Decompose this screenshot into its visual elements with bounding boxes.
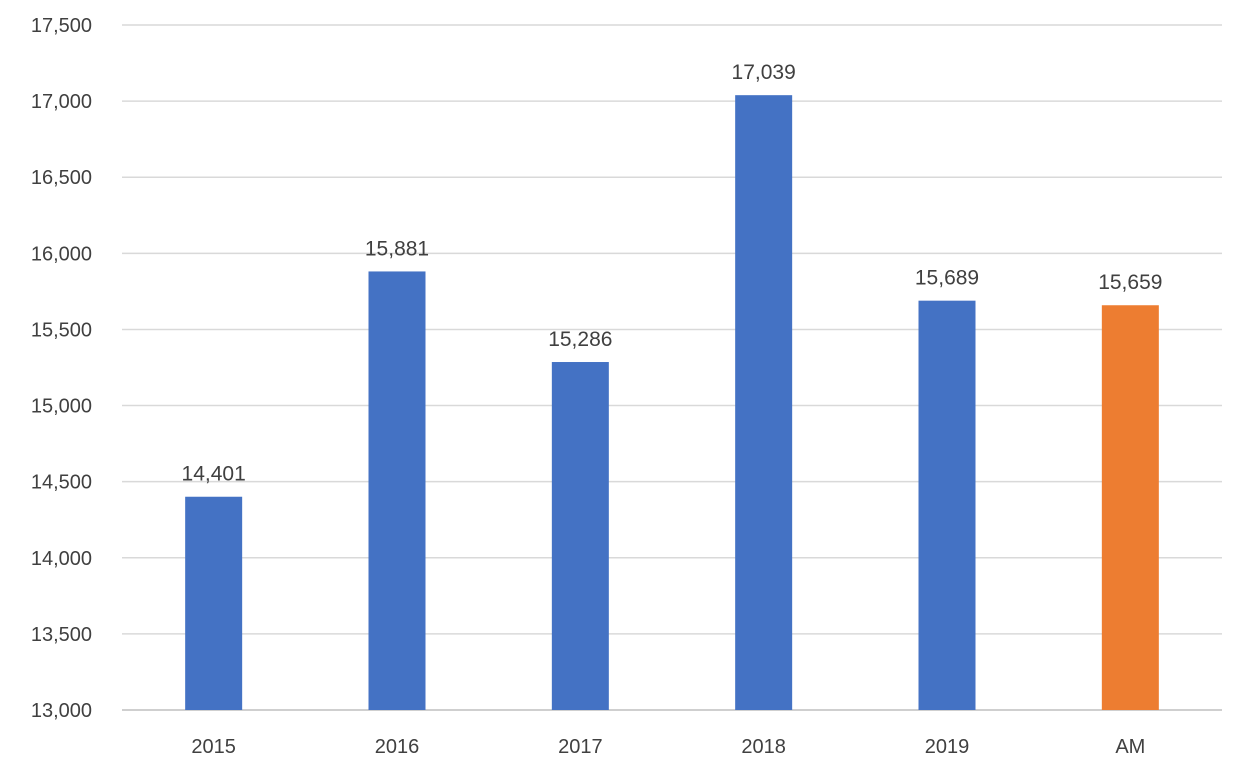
y-tick-label: 14,000: [31, 548, 92, 570]
x-tick-label-am: AM: [1115, 736, 1145, 758]
x-tick-label-2017: 2017: [558, 736, 603, 758]
gridlines: [122, 24, 1222, 711]
bar-2019: [918, 300, 976, 710]
y-tick-label: 16,000: [31, 243, 92, 265]
bar-2018: [735, 95, 793, 711]
bar-2016: [368, 271, 426, 710]
x-tick-label-2018: 2018: [741, 736, 786, 758]
y-tick-label: 14,500: [31, 472, 92, 494]
y-tick-label: 15,500: [31, 319, 92, 341]
data-labels: 14,401 15,881 15,286 17,039 15,689 15,659: [182, 61, 1163, 486]
data-label-2017: 15,286: [548, 328, 612, 351]
y-axis-tick-labels: 13,000 13,500 14,000 14,500 15,000 15,500 16,0…: [31, 15, 92, 722]
data-label-2019: 15,689: [915, 267, 979, 290]
data-label-am: 15,659: [1098, 271, 1162, 294]
data-label-2018: 17,039: [732, 61, 796, 84]
x-tick-label-2016: 2016: [375, 736, 420, 758]
bar-am: [1101, 305, 1159, 710]
y-tick-label: 15,000: [31, 396, 92, 418]
y-tick-label: 13,000: [31, 700, 92, 722]
y-tick-label: 16,500: [31, 167, 92, 189]
bar-2017: [551, 362, 609, 710]
x-axis-tick-labels: 2015 2016 2017 2018 2019 AM: [191, 736, 1145, 758]
y-tick-label: 17,500: [31, 15, 92, 37]
bar-2015: [185, 496, 243, 710]
y-tick-label: 17,000: [31, 91, 92, 113]
x-tick-label-2015: 2015: [191, 736, 236, 758]
data-label-2016: 15,881: [365, 237, 429, 260]
data-label-2015: 14,401: [182, 463, 246, 486]
y-tick-label: 13,500: [31, 624, 92, 646]
x-tick-label-2019: 2019: [925, 736, 970, 758]
bars: [185, 95, 1159, 711]
